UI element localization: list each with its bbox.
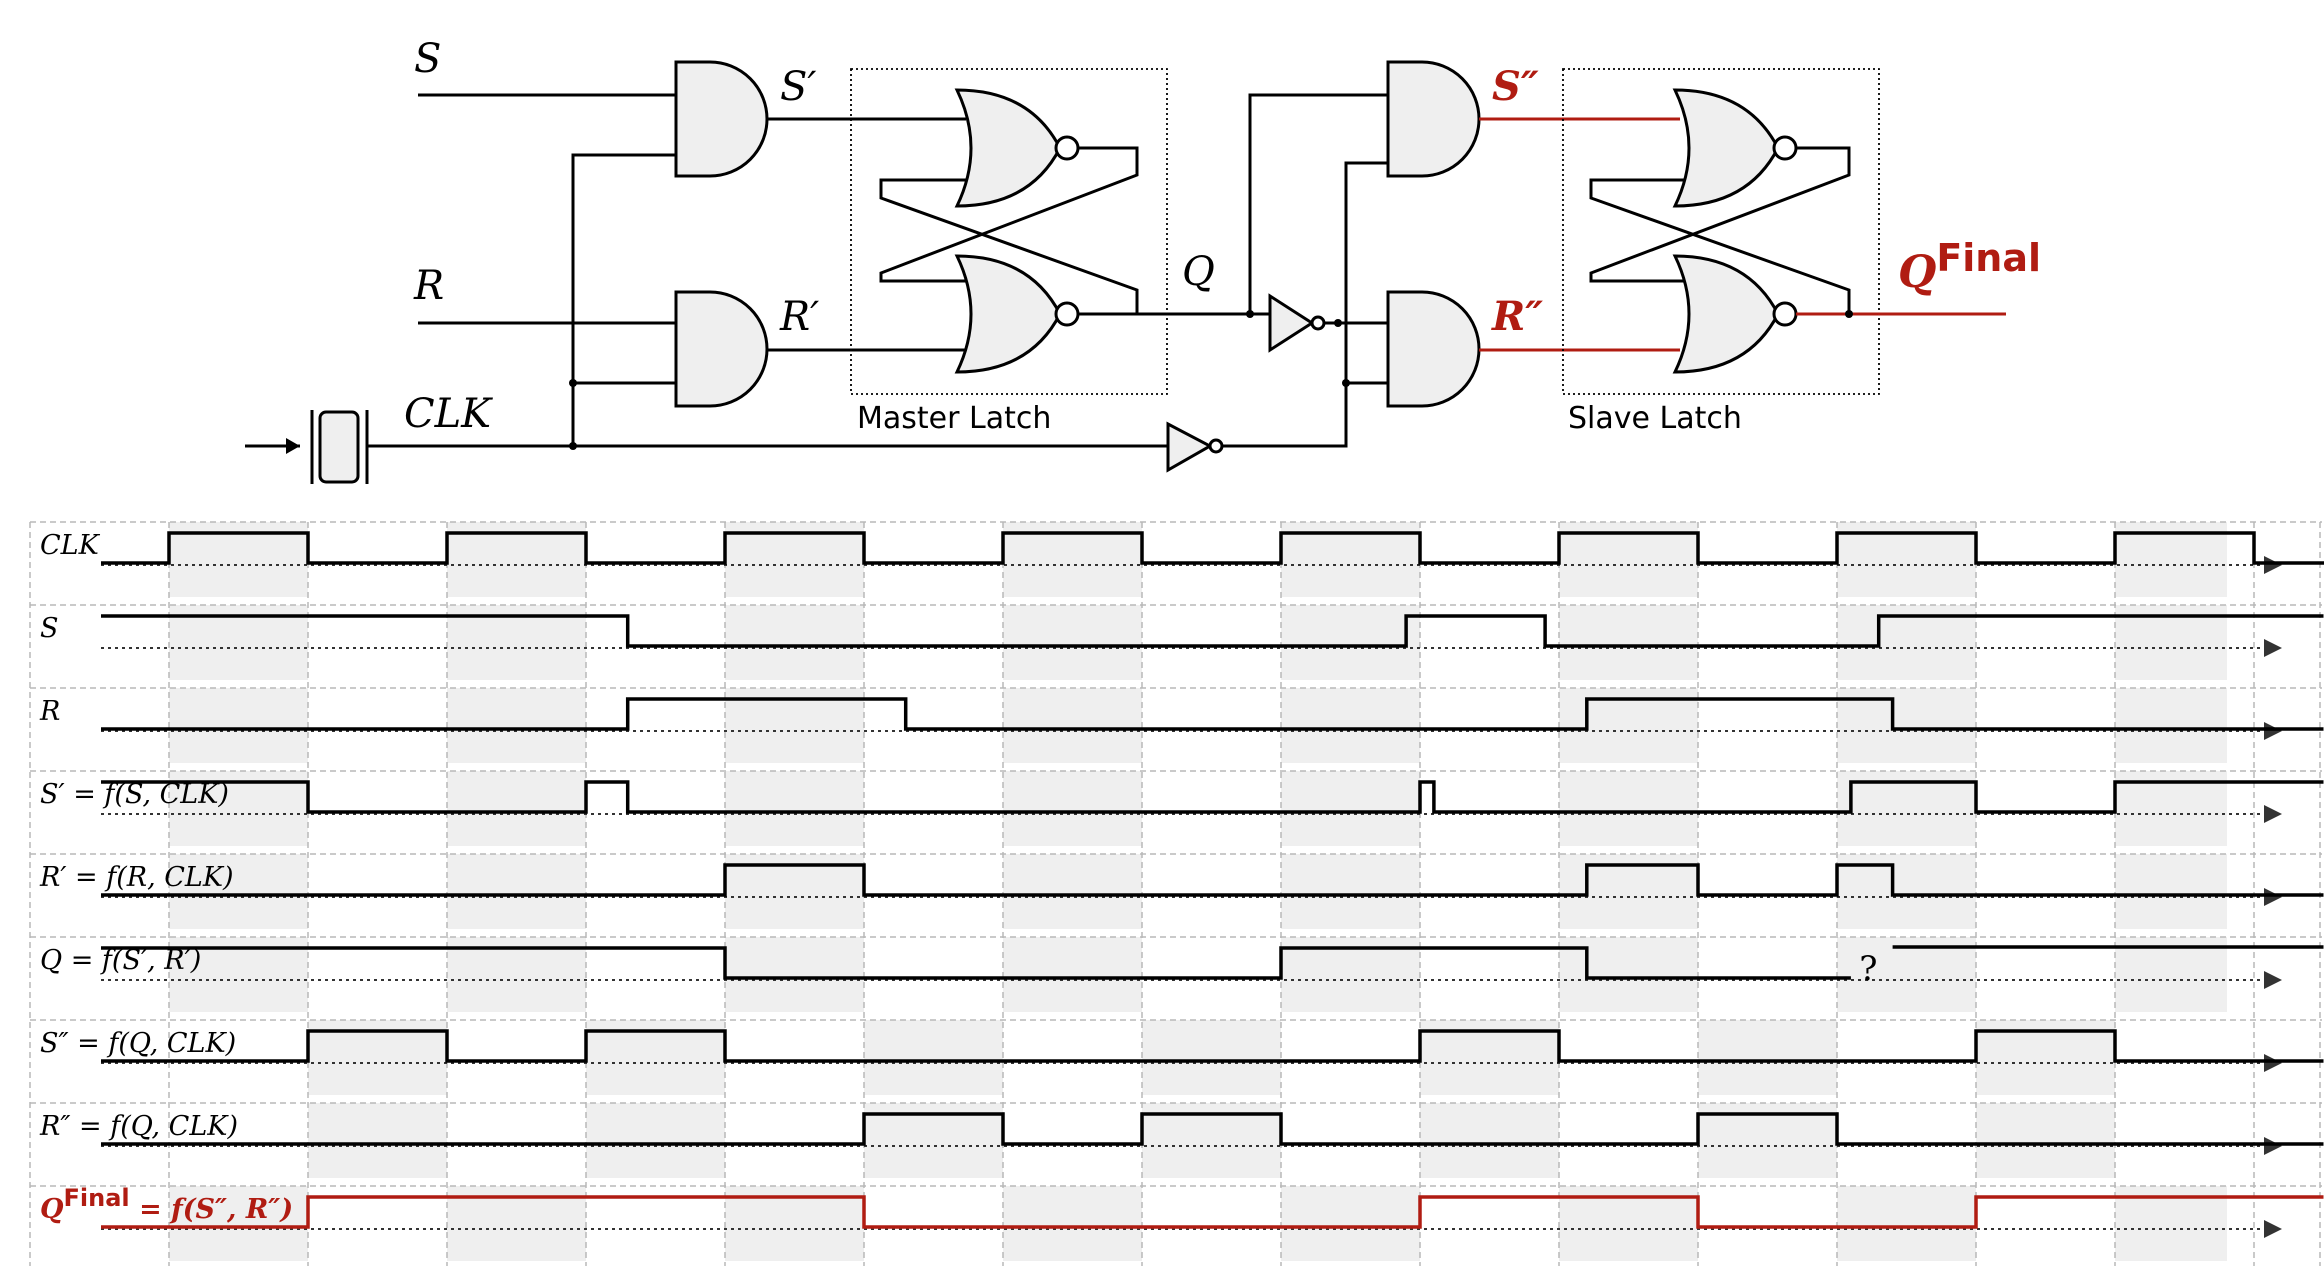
signal-label: S′ = f(S, CLK) — [40, 779, 229, 810]
signal-label: R″ = f(Q, CLK) — [39, 1111, 238, 1142]
shade-band — [2115, 854, 2227, 929]
input-label-r: R — [413, 263, 444, 309]
signal-waveform — [101, 1029, 2324, 1063]
signal-waveform — [101, 863, 2324, 897]
signal-label: QFinal = f(S″, R″) — [40, 1184, 293, 1225]
label-r-prime: R′ — [779, 294, 819, 340]
signal-label: R′ = f(R, CLK) — [39, 862, 234, 893]
shade-band — [1837, 1186, 1976, 1261]
timeline-arrow-icon — [2264, 888, 2282, 906]
shade-band — [1281, 854, 1420, 929]
signal-waveform — [101, 1195, 2324, 1229]
shade-band — [1420, 1103, 1559, 1178]
master-feedback-top — [879, 146, 1139, 283]
nor-gate-top-icon — [954, 88, 1062, 208]
timeline-arrow-icon — [2264, 805, 2282, 823]
label-q: Q — [1182, 249, 1215, 295]
shade-band — [447, 854, 586, 929]
signal-label: CLK — [40, 530, 101, 561]
wire-q-to-and-top — [1248, 93, 1388, 314]
timeline-arrow-icon — [2264, 722, 2282, 740]
shade-band — [169, 688, 308, 763]
shade-band — [1559, 771, 1698, 846]
shade-band — [725, 605, 864, 680]
shade-band — [1281, 605, 1420, 680]
signal-label: Q = f(S′, R′) — [40, 945, 201, 976]
shade-band — [169, 854, 308, 929]
shade-band — [1281, 771, 1420, 846]
signal-waveform — [101, 531, 2324, 565]
shade-band — [447, 771, 586, 846]
signal-label: S″ = f(Q, CLK) — [40, 1028, 236, 1059]
timeline-arrow-icon — [2264, 639, 2282, 657]
shade-band — [725, 937, 864, 1012]
shade-band — [1281, 688, 1420, 763]
inverter-q-icon — [1268, 293, 1315, 353]
and-gate-r-icon — [674, 290, 769, 408]
shade-band — [1003, 688, 1142, 763]
wire-clk-vertical — [571, 153, 676, 446]
shade-band — [2115, 937, 2227, 1012]
shade-band — [1003, 937, 1142, 1012]
signal-waveform — [101, 614, 2324, 648]
signal-label: R — [39, 696, 60, 727]
shade-band — [1003, 854, 1142, 929]
signal-label: S — [40, 613, 59, 644]
clock-source-icon — [245, 410, 369, 484]
timeline-arrow-icon — [2264, 1137, 2282, 1155]
signal-waveform — [101, 1112, 2324, 1146]
shade-band — [1559, 605, 1698, 680]
shade-band — [725, 771, 864, 846]
shade-band — [1281, 1186, 1420, 1261]
wire-clk-bar — [1222, 161, 1388, 448]
label-s-prime: S′ — [780, 64, 816, 110]
slave-latch-label: Slave Latch — [1568, 401, 1742, 436]
shade-band — [2115, 688, 2227, 763]
label-q-final: QFinal — [1898, 236, 2041, 298]
and-gate-r-dprime-icon — [1386, 290, 1481, 408]
timeline-arrow-icon — [2264, 1054, 2282, 1072]
shade-band — [308, 1103, 447, 1178]
slave-nor-gate-bottom-icon — [1672, 254, 1780, 374]
and-gate-s-icon — [674, 60, 769, 178]
input-label-clk: CLK — [404, 391, 493, 437]
shade-band — [586, 1103, 725, 1178]
master-slave-circuit: S R CLK S′ R′ Master Latch — [245, 36, 2041, 484]
signal-waveform — [101, 780, 2324, 814]
shade-band — [1837, 937, 1976, 1012]
label-r-dprime: R″ — [1491, 293, 1543, 340]
slave-feedback-top — [1589, 146, 1851, 283]
label-q-final-sup: Final — [1936, 236, 2041, 280]
shade-band — [864, 1020, 1003, 1095]
shade-band — [1698, 1020, 1837, 1095]
timing-diagram: CLK S R S′ = f(S, CLK) R′ = f(R, CLK) Q = f(S… — [29, 521, 2324, 1266]
shade-band — [1142, 1020, 1281, 1095]
label-s-dprime: S″ — [1492, 63, 1539, 110]
and-gate-s-dprime-icon — [1386, 60, 1481, 178]
nor-gate-bottom-icon — [954, 254, 1062, 374]
master-feedback-bottom — [879, 178, 1139, 316]
timeline-arrow-icon — [2264, 556, 2282, 574]
unknown-state-label: ? — [1859, 949, 1877, 989]
shade-band — [1003, 605, 1142, 680]
timeline-arrow-icon — [2264, 971, 2282, 989]
shade-band — [1976, 1103, 2115, 1178]
signal-waveform — [101, 946, 1851, 980]
inverter-clk-icon — [1166, 421, 1214, 473]
shade-band — [447, 688, 586, 763]
signal-waveform — [101, 697, 2324, 731]
timeline-arrow-icon — [2264, 1220, 2282, 1238]
shade-band — [169, 1186, 308, 1261]
input-label-s: S — [414, 36, 441, 82]
master-latch-label: Master Latch — [857, 401, 1051, 436]
shade-band — [1003, 1186, 1142, 1261]
shade-band — [1003, 771, 1142, 846]
slave-nor-gate-top-icon — [1672, 88, 1780, 208]
